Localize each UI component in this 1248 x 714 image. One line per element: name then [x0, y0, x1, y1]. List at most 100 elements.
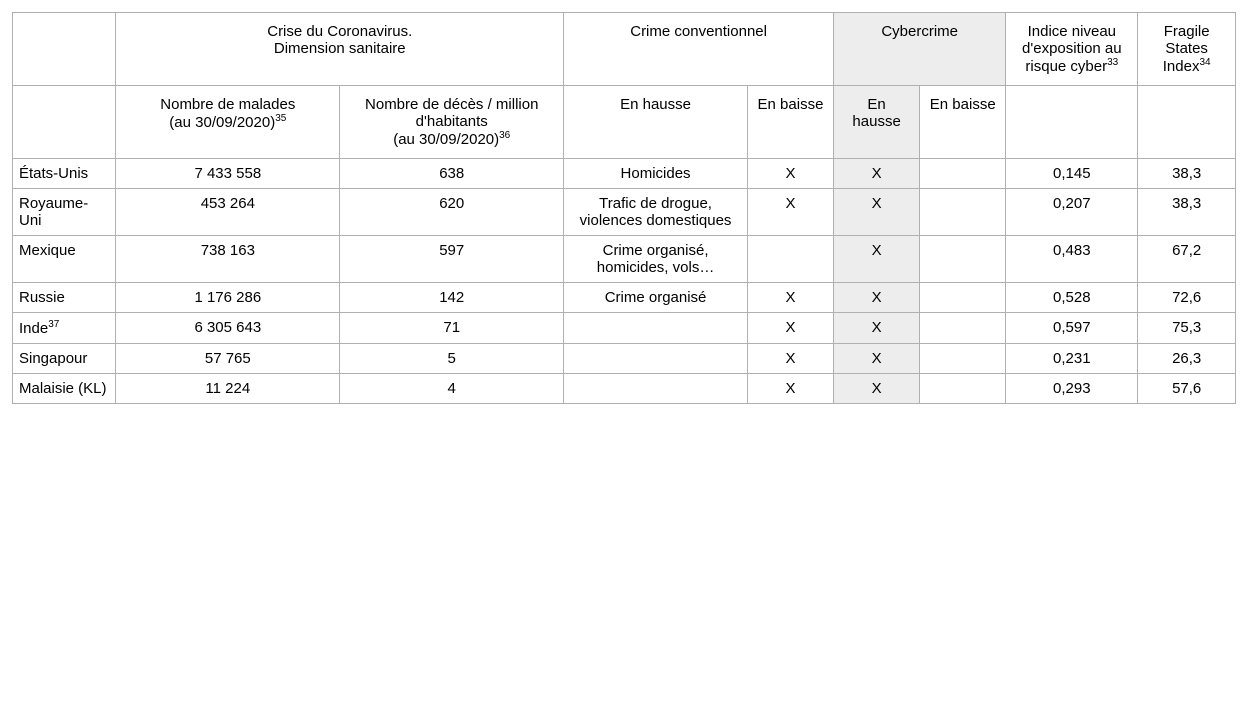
- cyber-up-cell: X: [834, 344, 920, 374]
- deaths-cell: 142: [340, 283, 564, 313]
- country-sup: 37: [48, 319, 59, 330]
- subheader-cyber-up-text: En hausse: [852, 96, 900, 130]
- crime-up-cell: Crime organisé: [564, 283, 748, 313]
- header-corona-text: Crise du Coronavirus.Dimension sanitaire: [267, 23, 412, 57]
- deaths-cell: 4: [340, 374, 564, 404]
- crime-up-cell: Crime organisé, homicides, vols…: [564, 236, 748, 283]
- cyber-risk-cell: 0,528: [1006, 283, 1138, 313]
- crime-up-cell: Homicides: [564, 159, 748, 189]
- cyber-down-cell: [920, 283, 1006, 313]
- crime-down-cell: X: [747, 374, 833, 404]
- subheader-deaths-text: Nombre de décès / million d'habitants(au…: [365, 96, 538, 148]
- country-cell: Mexique: [13, 236, 116, 283]
- subheader-sick-sup: 35: [275, 113, 286, 124]
- subheader-sick: Nombre de malades(au 30/09/2020)35: [116, 86, 340, 159]
- sick-cell: 6 305 643: [116, 313, 340, 344]
- sick-cell: 453 264: [116, 189, 340, 236]
- table-row: Mexique738 163597Crime organisé, homicid…: [13, 236, 1236, 283]
- subheader-fragile-blank: [1138, 86, 1236, 159]
- cyber-down-cell: [920, 344, 1006, 374]
- cyber-risk-cell: 0,597: [1006, 313, 1138, 344]
- cyber-risk-cell: 0,483: [1006, 236, 1138, 283]
- cyber-down-cell: [920, 313, 1006, 344]
- fragile-cell: 26,3: [1138, 344, 1236, 374]
- subheader-cyber-down: En baisse: [920, 86, 1006, 159]
- header-cybercrime-text: Cybercrime: [881, 23, 958, 40]
- cyber-up-cell: X: [834, 159, 920, 189]
- header-fragile-sup: 34: [1199, 57, 1210, 68]
- header-blank: [13, 13, 116, 86]
- crime-down-cell: X: [747, 159, 833, 189]
- crime-down-cell: [747, 236, 833, 283]
- header-cybercrime: Cybercrime: [834, 13, 1006, 86]
- fragile-cell: 75,3: [1138, 313, 1236, 344]
- crime-down-cell: X: [747, 283, 833, 313]
- table-row: Malaisie (KL)11 2244 XX 0,29357,6: [13, 374, 1236, 404]
- cyber-risk-cell: 0,231: [1006, 344, 1138, 374]
- subheader-crime-down-text: En baisse: [758, 96, 824, 113]
- table-row: Royaume-Uni453 264620Trafic de drogue, v…: [13, 189, 1236, 236]
- header-row-2: Nombre de malades(au 30/09/2020)35 Nombr…: [13, 86, 1236, 159]
- crime-up-cell: Trafic de drogue, violences domestiques: [564, 189, 748, 236]
- cyber-down-cell: [920, 159, 1006, 189]
- country-cell: États-Unis: [13, 159, 116, 189]
- crime-comparison-table: Crise du Coronavirus.Dimension sanitaire…: [12, 12, 1236, 404]
- crime-down-cell: X: [747, 189, 833, 236]
- sick-cell: 738 163: [116, 236, 340, 283]
- header-conventional-crime-text: Crime conventionnel: [630, 23, 767, 40]
- header-row-1: Crise du Coronavirus.Dimension sanitaire…: [13, 13, 1236, 86]
- cyber-down-cell: [920, 236, 1006, 283]
- cyber-down-cell: [920, 374, 1006, 404]
- sick-cell: 7 433 558: [116, 159, 340, 189]
- subheader-crime-down: En baisse: [747, 86, 833, 159]
- subheader-blank: [13, 86, 116, 159]
- subheader-cyber-down-text: En baisse: [930, 96, 996, 113]
- fragile-cell: 38,3: [1138, 159, 1236, 189]
- crime-down-cell: X: [747, 344, 833, 374]
- fragile-cell: 67,2: [1138, 236, 1236, 283]
- header-cyber-risk: Indice niveau d'exposition au risque cyb…: [1006, 13, 1138, 86]
- fragile-cell: 38,3: [1138, 189, 1236, 236]
- crime-up-cell: [564, 374, 748, 404]
- subheader-deaths-sup: 36: [499, 130, 510, 141]
- country-cell: Singapour: [13, 344, 116, 374]
- country-cell: Inde37: [13, 313, 116, 344]
- country-cell: Russie: [13, 283, 116, 313]
- crime-up-cell: [564, 344, 748, 374]
- subheader-cyber-up: En hausse: [834, 86, 920, 159]
- deaths-cell: 638: [340, 159, 564, 189]
- header-conventional-crime: Crime conventionnel: [564, 13, 834, 86]
- data-rows-body: États-Unis7 433 558638HomicidesXX0,14538…: [13, 159, 1236, 404]
- sick-cell: 57 765: [116, 344, 340, 374]
- deaths-cell: 620: [340, 189, 564, 236]
- deaths-cell: 597: [340, 236, 564, 283]
- cyber-up-cell: X: [834, 283, 920, 313]
- cyber-up-cell: X: [834, 189, 920, 236]
- subheader-crime-up-text: En hausse: [620, 96, 691, 113]
- header-fragile-states: Fragile States Index34: [1138, 13, 1236, 86]
- fragile-cell: 57,6: [1138, 374, 1236, 404]
- table-row: Russie1 176 286142Crime organiséXX0,5287…: [13, 283, 1236, 313]
- country-cell: Malaisie (KL): [13, 374, 116, 404]
- country-cell: Royaume-Uni: [13, 189, 116, 236]
- cyber-risk-cell: 0,293: [1006, 374, 1138, 404]
- table-row: États-Unis7 433 558638HomicidesXX0,14538…: [13, 159, 1236, 189]
- sick-cell: 1 176 286: [116, 283, 340, 313]
- sick-cell: 11 224: [116, 374, 340, 404]
- cyber-up-cell: X: [834, 313, 920, 344]
- cyber-risk-cell: 0,145: [1006, 159, 1138, 189]
- subheader-cyber-risk-blank: [1006, 86, 1138, 159]
- crime-down-cell: X: [747, 313, 833, 344]
- deaths-cell: 71: [340, 313, 564, 344]
- header-cyber-risk-sup: 33: [1107, 57, 1118, 68]
- crime-up-cell: [564, 313, 748, 344]
- cyber-up-cell: X: [834, 236, 920, 283]
- cyber-risk-cell: 0,207: [1006, 189, 1138, 236]
- deaths-cell: 5: [340, 344, 564, 374]
- subheader-deaths: Nombre de décès / million d'habitants(au…: [340, 86, 564, 159]
- table-row: Inde376 305 64371 XX 0,59775,3: [13, 313, 1236, 344]
- cyber-down-cell: [920, 189, 1006, 236]
- cyber-up-cell: X: [834, 374, 920, 404]
- subheader-crime-up: En hausse: [564, 86, 748, 159]
- header-corona: Crise du Coronavirus.Dimension sanitaire: [116, 13, 564, 86]
